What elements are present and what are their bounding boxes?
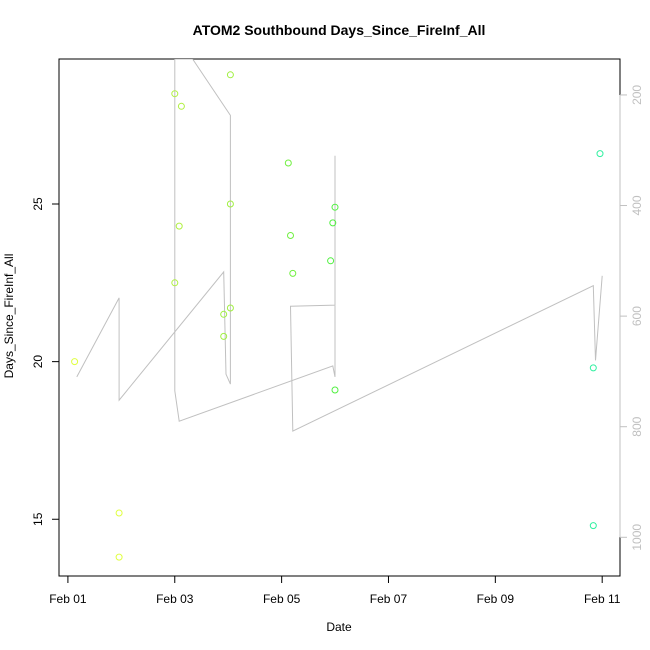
data-point bbox=[589, 522, 597, 530]
data-point bbox=[177, 102, 185, 110]
data-point bbox=[596, 150, 604, 158]
x-tick-label: Feb 09 bbox=[477, 592, 515, 606]
y-tick-label: 15 bbox=[31, 512, 45, 526]
y2-tick-label: 1000 bbox=[630, 524, 644, 551]
data-point bbox=[220, 310, 228, 318]
data-point bbox=[287, 232, 294, 239]
y-axis-label: Days_Since_FireInf_All bbox=[2, 254, 16, 379]
axes-group: Feb 01 Feb 03 Feb 05 Feb 07 Feb 09 Feb 11 15 20… bbox=[31, 85, 644, 606]
y2-tick-label: 200 bbox=[630, 85, 644, 105]
x-tick-label: Feb 03 bbox=[156, 592, 194, 606]
data-point bbox=[220, 332, 228, 340]
data-point bbox=[71, 358, 79, 366]
x-axis-label: Date bbox=[326, 620, 352, 634]
data-point bbox=[226, 304, 234, 312]
data-point bbox=[226, 200, 234, 208]
x-tick-label: Feb 07 bbox=[370, 592, 408, 606]
data-point bbox=[284, 159, 292, 167]
data-point bbox=[329, 219, 337, 227]
data-point bbox=[175, 222, 183, 230]
plot-frame bbox=[58, 58, 621, 577]
data-point bbox=[331, 203, 339, 211]
data-point bbox=[171, 90, 179, 98]
data-point bbox=[589, 364, 597, 372]
series-line bbox=[76, 59, 603, 432]
data-point bbox=[289, 269, 297, 277]
y2-tick-label: 600 bbox=[630, 306, 644, 326]
data-point bbox=[171, 279, 179, 287]
data-point bbox=[115, 553, 123, 561]
series-line-group bbox=[76, 59, 603, 432]
x-tick-label: Feb 05 bbox=[263, 592, 301, 606]
y-tick-label: 25 bbox=[31, 197, 45, 211]
y2-tick-label: 400 bbox=[630, 195, 644, 215]
y2-tick-label: 800 bbox=[630, 416, 644, 436]
data-point bbox=[327, 257, 335, 265]
data-point bbox=[226, 71, 234, 79]
data-point bbox=[115, 509, 123, 517]
series-points-group bbox=[71, 71, 604, 561]
y-tick-label: 20 bbox=[31, 355, 45, 369]
x-tick-label: Feb 11 bbox=[584, 592, 621, 606]
chart-title: ATOM2 Southbound Days_Since_FireInf_All bbox=[193, 22, 486, 38]
x-tick-label: Feb 01 bbox=[49, 592, 87, 606]
data-point bbox=[331, 386, 339, 394]
